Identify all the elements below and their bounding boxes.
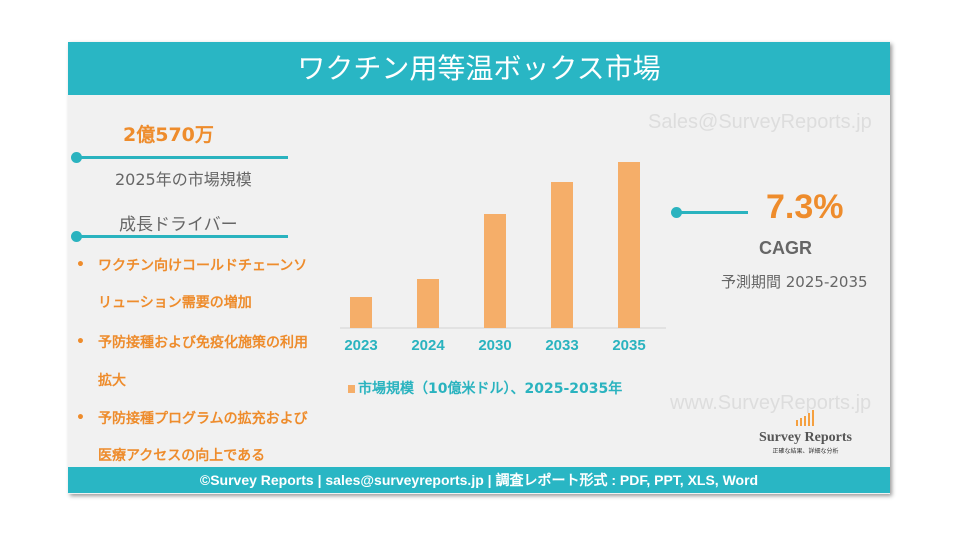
cagr-label: CAGR [759, 238, 812, 258]
x-tick-label: 2035 [612, 337, 646, 354]
legend-swatch [348, 385, 355, 393]
bar-2030 [484, 214, 506, 328]
bullet-icon: • [76, 334, 85, 350]
forecast-period: 予測期間 2025-2035 [721, 273, 868, 291]
bar-2023 [350, 297, 372, 328]
cagr-value: 7.3% [766, 188, 844, 226]
x-tick-label: 2023 [344, 337, 378, 354]
bar-2035 [618, 162, 640, 328]
bar-2024 [417, 279, 439, 328]
market-size-label: 2025年の市場規模 [115, 170, 252, 189]
driver-item: 拡大 [98, 373, 126, 389]
driver-item: リューション需要の増加 [98, 295, 252, 311]
driver-item: ワクチン向けコールドチェーンソ [98, 258, 308, 274]
legend-label: 市場規模（10億米ドル）、2025-2035年 [358, 381, 623, 397]
watermark-top: Sales@SurveyReports.jp [648, 111, 872, 133]
driver-item: 医療アクセスの向上である [98, 448, 266, 464]
bar-logo-icon [795, 410, 814, 426]
bullet-icon: • [76, 257, 85, 273]
driver-item: 予防接種および免疫化施策の利用 [98, 335, 308, 351]
watermark-bottom: www.SurveyReports.jp [670, 392, 872, 414]
bar-chart [340, 162, 666, 329]
bullet-icon: • [76, 410, 85, 426]
logo-name: Survey Reports [759, 430, 852, 445]
infographic-card: ワクチン用等温ボックス市場 2億570万 2025年の市場規模 成長ドライバー … [68, 42, 890, 494]
x-tick-label: 2030 [478, 337, 512, 354]
x-tick-label: 2024 [411, 337, 445, 354]
logo-tagline: 正確な結果、詳細な分析 [772, 448, 839, 455]
chart-legend: 市場規模（10億米ドル）、2025-2035年 [348, 378, 622, 398]
footer-bar: ©Survey Reports | sales@surveyreports.jp… [68, 467, 890, 493]
survey-reports-logo: Survey Reports 正確な結果、詳細な分析 [748, 410, 863, 455]
bar-2033 [551, 182, 573, 328]
market-size-value: 2億570万 [123, 124, 214, 146]
divider-line [76, 235, 288, 238]
page-title: ワクチン用等温ボックス市場 [68, 42, 890, 95]
driver-item: 予防接種プログラムの拡充および [98, 411, 308, 427]
x-tick-label: 2033 [545, 337, 579, 354]
drivers-heading: 成長ドライバー [119, 215, 238, 235]
divider-line [76, 156, 288, 159]
divider-line [676, 211, 748, 214]
